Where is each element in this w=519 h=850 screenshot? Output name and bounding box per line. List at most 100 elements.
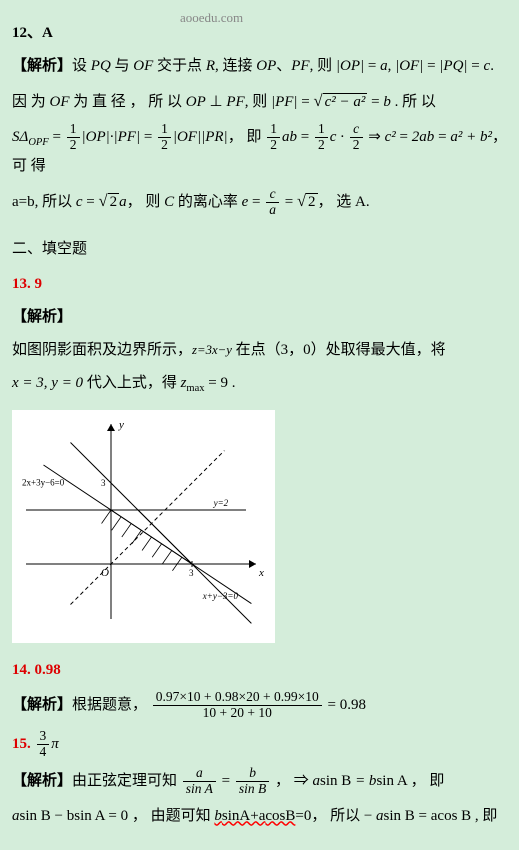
q14-label: 【解析】 xyxy=(12,697,72,713)
radical-icon: √ xyxy=(297,191,306,210)
t: PF xyxy=(226,94,244,110)
t: 交于点 xyxy=(153,58,206,74)
t: |OF||PR| xyxy=(173,129,228,145)
t: z=3x−y xyxy=(192,343,232,357)
t: ， 即 xyxy=(228,129,266,145)
t: 在点（3，0）处取得最大值，将 xyxy=(232,342,446,358)
t: = xyxy=(423,58,439,74)
t: ⊥ xyxy=(206,94,227,110)
t: = xyxy=(248,194,264,210)
svg-text:y=2: y=2 xyxy=(213,498,229,508)
t: x = 3, y = 0 xyxy=(12,375,83,391)
t: = xyxy=(367,94,383,110)
t: ， 选 A. xyxy=(318,194,370,210)
t: = xyxy=(297,129,313,145)
t: 设 xyxy=(72,58,91,74)
t: . xyxy=(490,58,494,74)
t: SΔ xyxy=(12,129,28,145)
t: 2 xyxy=(108,193,120,210)
q12-number: 12、A xyxy=(12,25,53,41)
watermark: aooedu.com xyxy=(180,6,243,29)
t: = xyxy=(364,58,380,74)
underline-cosb: cosB xyxy=(265,808,295,824)
t: |PF| xyxy=(271,94,298,110)
t: PF xyxy=(291,58,309,74)
q15-label: 【解析】 xyxy=(12,773,72,789)
t: 2 xyxy=(306,193,318,210)
underline-b: b xyxy=(214,808,222,824)
t: 由正弦定理可知 xyxy=(72,773,181,789)
t: = 0.98 xyxy=(324,697,366,713)
fill-header: 二、填空题 xyxy=(12,236,507,263)
t: , 则 xyxy=(310,58,333,74)
t: a² + b² xyxy=(450,129,492,145)
t: = xyxy=(49,129,65,145)
t: max xyxy=(186,383,204,394)
q15-fraction: 34 xyxy=(37,729,50,760)
radical-icon: √ xyxy=(314,91,323,110)
t: = xyxy=(218,773,234,789)
t: , 连接 xyxy=(215,58,256,74)
t: |OP|·|PF| xyxy=(82,129,141,145)
t: sin B − b xyxy=(20,808,75,824)
q13-chart: xyO332x+3y−6=0y=2x+y−3=0 xyxy=(16,414,271,629)
t: ， 即 xyxy=(407,773,445,789)
t: a xyxy=(376,808,384,824)
t: ， ⇒ xyxy=(271,773,312,789)
t: = xyxy=(434,129,450,145)
e-fraction: ca xyxy=(266,187,279,218)
half-fraction: 12 xyxy=(67,122,80,153)
t: sin B = a xyxy=(384,808,438,824)
t: = xyxy=(144,129,156,145)
svg-text:x: x xyxy=(258,567,264,579)
q13-number: 13. 9 xyxy=(12,271,507,298)
q13-figure: xyO332x+3y−6=0y=2x+y−3=0 xyxy=(12,410,275,643)
svg-text:3: 3 xyxy=(189,568,194,578)
t: = xyxy=(468,58,484,74)
t: . 所 以 xyxy=(391,94,436,110)
c-half-fraction: c2 xyxy=(350,122,363,153)
t: 与 xyxy=(111,58,134,74)
t: c · xyxy=(330,129,348,145)
t: a xyxy=(119,194,127,210)
half-fraction: 12 xyxy=(315,122,328,153)
t: a=b, 所以 xyxy=(12,194,76,210)
t: |OF| xyxy=(395,58,423,74)
t: = 0 ， 由题可知 xyxy=(105,808,215,824)
t: 根据题意， xyxy=(72,697,147,713)
t: a xyxy=(380,58,388,74)
t: |OP| xyxy=(336,58,364,74)
a-sina-fraction: asin A xyxy=(183,766,216,797)
t: , 则 xyxy=(245,94,271,110)
q12-label: 【解析】 xyxy=(12,58,72,74)
half-fraction: 12 xyxy=(158,122,171,153)
q14-number: 14. 0.98 xyxy=(12,657,507,684)
t: c² − a² xyxy=(323,93,368,110)
t: 代入上式，得 xyxy=(83,375,181,391)
t: ab xyxy=(282,129,297,145)
t: OF xyxy=(50,94,70,110)
svg-text:3: 3 xyxy=(101,478,106,488)
t: C xyxy=(164,194,174,210)
t: 为 直 径 ， 所 以 xyxy=(70,94,186,110)
t: b xyxy=(383,94,391,110)
t: |PQ| xyxy=(439,58,467,74)
t: , 即 xyxy=(471,808,497,824)
t: OP xyxy=(256,58,276,74)
t: ， 则 xyxy=(127,194,165,210)
t: c xyxy=(76,194,83,210)
t: =0， 所以 − xyxy=(295,808,376,824)
t: sin B xyxy=(320,773,351,789)
t: = 9 . xyxy=(205,375,236,391)
t: = xyxy=(281,194,297,210)
t: cos B xyxy=(437,808,471,824)
t: 因 为 xyxy=(12,94,50,110)
t: = xyxy=(396,129,412,145)
svg-text:x+y−3=0: x+y−3=0 xyxy=(202,592,239,602)
t: 2ab xyxy=(412,129,435,145)
t: c² xyxy=(385,129,396,145)
t: 的离心率 xyxy=(174,194,242,210)
radical-icon: √ xyxy=(99,191,108,210)
t: R xyxy=(206,58,215,74)
t: 、 xyxy=(276,58,291,74)
